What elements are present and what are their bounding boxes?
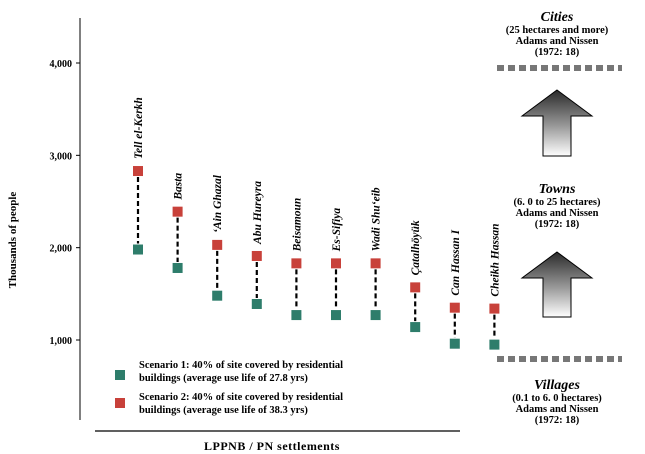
scenario-2-point — [212, 239, 223, 250]
towns-source: Adams and Nissen — [516, 208, 599, 219]
scenario-1-point — [291, 310, 302, 321]
site-label: Beisamoun — [291, 198, 303, 253]
site-label: Can Hassan I — [450, 229, 462, 295]
scenario-2-point — [251, 250, 262, 261]
scenario-1-point — [172, 262, 183, 273]
towns-title: Towns — [539, 182, 576, 197]
towns-range: (6. 0 to 25 hectares) — [514, 197, 601, 208]
scenario-1-point — [331, 310, 341, 321]
legend-text-scenario-1-line2: buildings (average use life of 27.8 yrs) — [139, 373, 308, 384]
scenario-2-point — [331, 258, 341, 269]
scenario-1-point — [489, 339, 500, 350]
site-label: Cheikh Hassan — [489, 223, 501, 296]
y-tick-label: 1,000 — [50, 336, 73, 347]
villages-range: (0.1 to 6. 0 hectares) — [512, 393, 602, 404]
scenario-1-point — [251, 298, 262, 309]
arrow-up-lower-icon — [520, 251, 594, 318]
scenario-2-point — [370, 258, 381, 269]
legend: Scenario 1: 40% of site covered by resid… — [115, 360, 343, 416]
cities-range: (25 hectares and more) — [506, 25, 609, 36]
cities-title: Cities — [541, 10, 574, 25]
scenario-2-point — [291, 258, 302, 269]
scenario-2-point — [133, 166, 143, 177]
legend-text-scenario-2-line1: Scenario 2: 40% of site covered by resid… — [139, 392, 343, 403]
cities-ref: (1972: 18) — [535, 47, 580, 58]
site-label: Basta — [173, 173, 185, 201]
plot-marks: Tell el-Kerkh Basta ‘Ain Ghazal Abu Hureyra… — [133, 97, 501, 350]
legend-marker-scenario-1 — [115, 370, 125, 380]
scenario-1-point — [370, 310, 381, 321]
legend-text-scenario-2-line2: buildings (average use life of 38.3 yrs) — [139, 405, 308, 416]
y-tick-label: 2,000 — [50, 244, 73, 255]
scenario-1-point — [133, 244, 143, 255]
site-label: ‘Ain Ghazal — [212, 174, 224, 233]
cities-source: Adams and Nissen — [516, 36, 599, 47]
scenario-2-point — [449, 302, 460, 313]
site-label: Tell el-Kerkh — [133, 97, 145, 159]
legend-marker-scenario-2 — [115, 398, 125, 408]
settlement-scale-panel: Cities (25 hectares and more) Adams and … — [497, 10, 622, 426]
scenario-2-point — [489, 303, 500, 314]
scenario-1-point — [212, 290, 223, 301]
arrow-up-upper-icon — [520, 89, 594, 157]
site-label: Es-Sifiya — [331, 208, 343, 253]
site-label: Abu Hureyra — [252, 181, 264, 245]
scenario-1-point — [449, 338, 460, 349]
villages-source: Adams and Nissen — [516, 404, 599, 415]
scenario-2-point — [410, 282, 421, 293]
y-tick-label: 3,000 — [50, 151, 73, 162]
site-label: Çatalhöyük — [410, 220, 422, 275]
scenario-1-point — [410, 322, 421, 333]
villages-ref: (1972: 18) — [535, 415, 580, 426]
site-label: Wadi Shu‘eib — [371, 187, 383, 251]
x-axis-title: LPPNB / PN settlements — [204, 439, 340, 453]
y-axis-title: Thousands of people — [7, 192, 19, 289]
legend-text-scenario-1-line1: Scenario 1: 40% of site covered by resid… — [139, 360, 343, 371]
towns-ref: (1972: 18) — [535, 219, 580, 230]
y-axis-ticks: 1,000 2,000 3,000 4,000 — [50, 59, 80, 347]
y-tick-label: 4,000 — [50, 59, 73, 70]
scenario-2-point — [172, 206, 183, 217]
villages-title: Villages — [534, 378, 580, 393]
